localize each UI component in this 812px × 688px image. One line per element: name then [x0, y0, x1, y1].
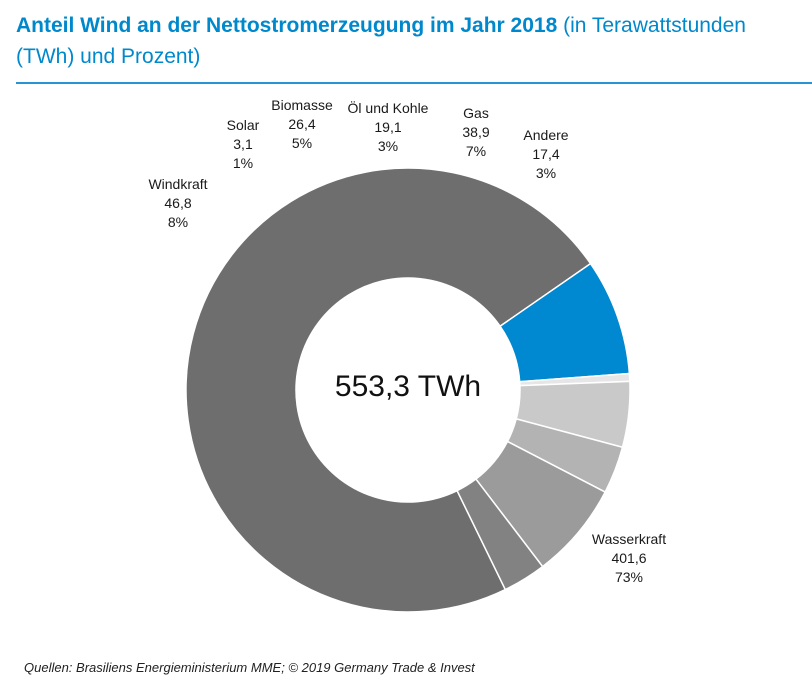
slice-labels: Wasserkraft 401,6 73% Windkraft 46,8 8% Solar 3… — [148, 97, 666, 585]
slice-label-biomasse: Biomasse 26,4 5% — [271, 97, 333, 151]
slice-label-wasserkraft: Wasserkraft 401,6 73% — [592, 531, 666, 585]
slice-label-andere: Andere 17,4 3% — [523, 127, 568, 181]
donut-slice-andere — [456, 478, 544, 591]
slice-label-solar: Solar 3,1 1% — [227, 117, 260, 171]
slice-label-windkraft: Windkraft 46,8 8% — [148, 176, 207, 230]
donut-slice-wasserkraft — [185, 167, 592, 613]
donut-slices — [185, 167, 631, 613]
slice-label-gas: Gas 38,9 7% — [462, 105, 489, 159]
chart-title: Anteil Wind an der Nettostromerzeugung i… — [16, 10, 806, 72]
donut-hole — [296, 278, 520, 502]
title-divider — [16, 82, 812, 84]
source-note: Quellen: Brasiliens Energieministerium M… — [24, 660, 475, 675]
chart-title-unit: (in Terawattstunden (TWh) und Prozent) — [16, 14, 746, 68]
donut-center-label: 553,3 TWh — [335, 370, 481, 403]
slice-label-öl-und-kohle: Öl und Kohle 19,1 3% — [348, 99, 429, 154]
chart-title-main: Anteil Wind an der Nettostromerzeugung i… — [16, 14, 558, 37]
